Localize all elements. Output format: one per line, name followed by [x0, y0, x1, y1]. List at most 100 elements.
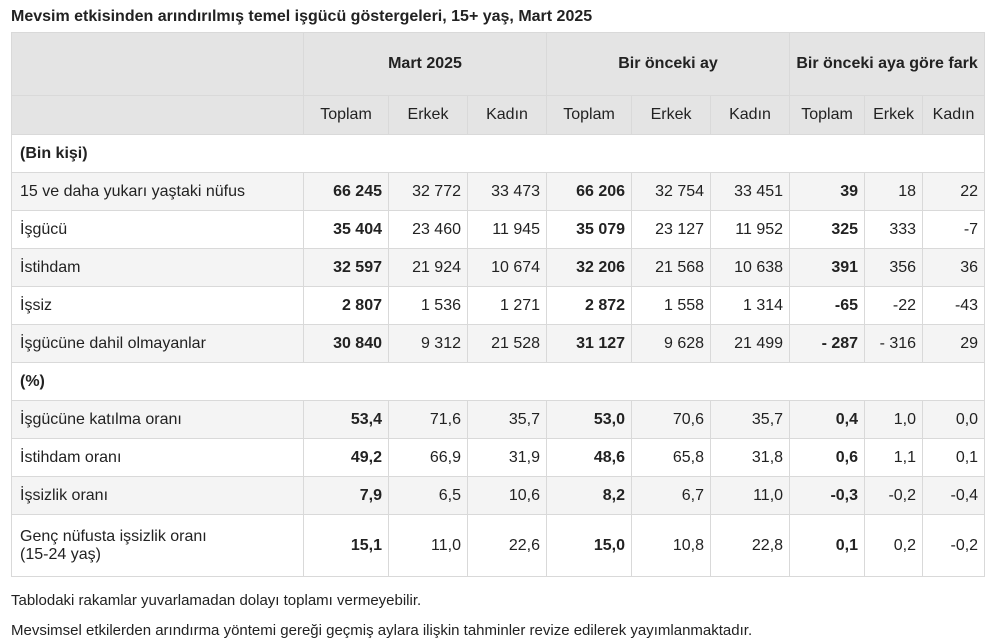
value-cell: 23 127 [631, 210, 712, 249]
value-cell: 66 245 [303, 172, 389, 211]
value-cell: -0,4 [922, 476, 986, 515]
subheader-male: Erkek [388, 95, 468, 135]
value-cell: 22 [922, 172, 986, 211]
value-cell: 66 206 [546, 172, 633, 211]
value-cell: 31,8 [710, 438, 791, 477]
value-cell: 8,2 [546, 476, 633, 515]
value-cell: 10,6 [466, 476, 548, 515]
group-header-previous: Bir önceki ay [546, 32, 791, 96]
value-cell: 21 528 [466, 324, 548, 363]
value-cell: 23 460 [388, 210, 468, 249]
value-cell: 35 404 [303, 210, 389, 249]
section-row-percent: (%) [10, 362, 986, 401]
value-cell: 10 638 [710, 248, 791, 287]
value-cell: 333 [864, 210, 924, 249]
value-cell: 32 206 [546, 248, 633, 287]
subheader-male: Erkek [864, 95, 924, 135]
value-cell: 35,7 [710, 400, 791, 439]
table-row: İşgücü 35 404 23 460 11 945 35 079 23 127 11 9… [11, 210, 986, 249]
value-cell: -0,3 [789, 476, 866, 515]
value-cell: 15,1 [303, 514, 389, 577]
row-label: İstihdam [11, 248, 304, 287]
labour-force-table: Mart 2025 Bir önceki ay Bir önceki aya g… [10, 32, 986, 577]
group-header-row: Mart 2025 Bir önceki ay Bir önceki aya g… [11, 32, 986, 96]
value-cell: 48,6 [546, 438, 633, 477]
value-cell: - 316 [864, 324, 924, 363]
value-cell: 30 840 [303, 324, 389, 363]
value-cell: 70,6 [631, 400, 712, 439]
value-cell: 2 872 [546, 286, 633, 325]
value-cell: 31 127 [546, 324, 633, 363]
table-row: Genç nüfusta işsizlik oranı (15-24 yaş) 15… [11, 514, 986, 577]
value-cell: 53,4 [303, 400, 389, 439]
value-cell: 32 772 [388, 172, 468, 211]
value-cell: 6,5 [388, 476, 468, 515]
value-cell: 22,6 [466, 514, 548, 577]
value-cell: 18 [864, 172, 924, 211]
value-cell: 71,6 [388, 400, 468, 439]
group-header-difference: Bir önceki aya göre fark [789, 32, 986, 96]
value-cell: 11,0 [388, 514, 468, 577]
table-row: 15 ve daha yukarı yaştaki nüfus 66 245 32 … [11, 172, 986, 211]
header-corner [11, 32, 304, 96]
subheader-total: Toplam [789, 95, 866, 135]
row-label: İşgücüne katılma oranı [11, 400, 304, 439]
section-label: (%) [10, 362, 986, 401]
table-row: İşsizlik oranı 7,9 6,5 10,6 8,2 6,7 11,0 -0,3 -0… [11, 476, 986, 515]
sub-header-row: Toplam Erkek Kadın Toplam Erkek Kadın To… [11, 95, 986, 135]
value-cell: 53,0 [546, 400, 633, 439]
value-cell: 1 536 [388, 286, 468, 325]
value-cell: 1 314 [710, 286, 791, 325]
subheader-female: Kadın [922, 95, 986, 135]
table-row: İstihdam 32 597 21 924 10 674 32 206 21 568 10… [11, 248, 986, 287]
value-cell: 35 079 [546, 210, 633, 249]
value-cell: 32 597 [303, 248, 389, 287]
value-cell: 32 754 [631, 172, 712, 211]
value-cell: 9 312 [388, 324, 468, 363]
value-cell: 6,7 [631, 476, 712, 515]
row-label: İstihdam oranı [11, 438, 304, 477]
footnote-revision: Mevsimsel etkilerden arındırma yöntemi g… [11, 622, 753, 639]
value-cell: 65,8 [631, 438, 712, 477]
value-cell: 0,2 [864, 514, 924, 577]
subheader-total: Toplam [546, 95, 633, 135]
value-cell: 35,7 [466, 400, 548, 439]
value-cell: 10,8 [631, 514, 712, 577]
table-row: İşgücüne katılma oranı 53,4 71,6 35,7 53,0 70… [11, 400, 986, 439]
table-title: Mevsim etkisinden arındırılmış temel işg… [11, 8, 593, 25]
row-label: İşsizlik oranı [11, 476, 304, 515]
value-cell: 21 568 [631, 248, 712, 287]
value-cell: 0,1 [789, 514, 866, 577]
value-cell: 29 [922, 324, 986, 363]
value-cell: 1 271 [466, 286, 548, 325]
row-label: İşgücüne dahil olmayanlar [11, 324, 304, 363]
row-label: İşsiz [11, 286, 304, 325]
value-cell: 31,9 [466, 438, 548, 477]
subheader-male: Erkek [631, 95, 712, 135]
value-cell: -22 [864, 286, 924, 325]
header-corner-sub [11, 95, 304, 135]
value-cell: 0,4 [789, 400, 866, 439]
value-cell: -0,2 [922, 514, 986, 577]
value-cell: 36 [922, 248, 986, 287]
table-row: İşsiz 2 807 1 536 1 271 2 872 1 558 1 314 -65 -2… [11, 286, 986, 325]
value-cell: 325 [789, 210, 866, 249]
value-cell: 10 674 [466, 248, 548, 287]
group-header-current: Mart 2025 [302, 32, 548, 96]
footnote-rounding: Tablodaki rakamlar yuvarlamadan dolayı t… [11, 592, 422, 609]
value-cell: 21 499 [710, 324, 791, 363]
value-cell: 0,0 [922, 400, 986, 439]
section-row-thousand-persons: (Bin kişi) [10, 134, 986, 173]
value-cell: 15,0 [546, 514, 633, 577]
value-cell: 11 945 [466, 210, 548, 249]
value-cell: 39 [789, 172, 866, 211]
value-cell: 2 807 [303, 286, 389, 325]
row-label: İşgücü [11, 210, 304, 249]
value-cell: 33 473 [466, 172, 548, 211]
row-label: Genç nüfusta işsizlik oranı (15-24 yaş) [11, 514, 304, 577]
value-cell: -65 [789, 286, 866, 325]
value-cell: 1 558 [631, 286, 712, 325]
value-cell: 0,1 [922, 438, 986, 477]
value-cell: -0,2 [864, 476, 924, 515]
value-cell: 9 628 [631, 324, 712, 363]
